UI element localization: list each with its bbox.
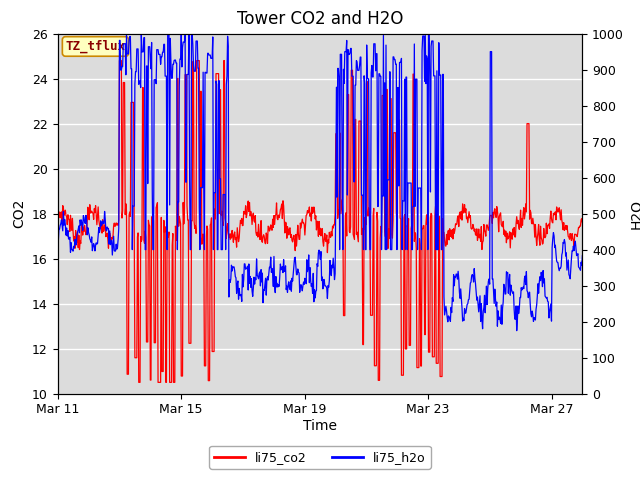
Legend: li75_co2, li75_h2o: li75_co2, li75_h2o <box>209 446 431 469</box>
Y-axis label: CO2: CO2 <box>12 199 26 228</box>
Text: Tower CO2 and H2O: Tower CO2 and H2O <box>237 10 403 28</box>
X-axis label: Time: Time <box>303 419 337 433</box>
Text: TZ_tflux: TZ_tflux <box>65 40 125 53</box>
Y-axis label: H2O: H2O <box>630 199 640 228</box>
